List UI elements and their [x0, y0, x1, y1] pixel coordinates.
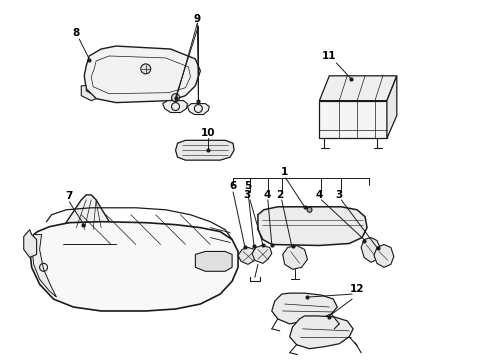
Text: 4: 4	[316, 190, 323, 200]
Polygon shape	[387, 76, 397, 138]
Text: 5: 5	[245, 181, 251, 191]
Text: 6: 6	[229, 181, 237, 191]
Text: 2: 2	[276, 190, 283, 200]
Circle shape	[172, 94, 179, 102]
Polygon shape	[290, 316, 353, 349]
Polygon shape	[374, 244, 394, 267]
Text: 11: 11	[322, 51, 337, 61]
Circle shape	[307, 207, 312, 212]
Polygon shape	[30, 222, 238, 311]
Text: 10: 10	[201, 129, 216, 138]
Polygon shape	[252, 246, 272, 264]
Text: 8: 8	[73, 28, 80, 38]
Polygon shape	[32, 235, 56, 297]
Text: 1: 1	[281, 167, 288, 177]
Polygon shape	[196, 251, 232, 271]
Polygon shape	[272, 293, 337, 324]
Circle shape	[141, 64, 151, 74]
Polygon shape	[24, 230, 37, 257]
Polygon shape	[319, 100, 387, 138]
Text: 7: 7	[66, 191, 73, 201]
Text: 4: 4	[263, 190, 270, 200]
Polygon shape	[56, 195, 121, 249]
Text: 12: 12	[350, 284, 365, 294]
Polygon shape	[361, 238, 381, 262]
Polygon shape	[283, 246, 308, 269]
Polygon shape	[319, 76, 397, 100]
Polygon shape	[163, 100, 188, 113]
Polygon shape	[188, 104, 209, 114]
Text: 9: 9	[194, 14, 201, 24]
Polygon shape	[258, 207, 367, 246]
Polygon shape	[84, 46, 200, 103]
Polygon shape	[238, 247, 258, 264]
Text: 3: 3	[336, 190, 343, 200]
Polygon shape	[175, 140, 234, 160]
Polygon shape	[81, 86, 96, 100]
Text: 3: 3	[244, 190, 250, 200]
